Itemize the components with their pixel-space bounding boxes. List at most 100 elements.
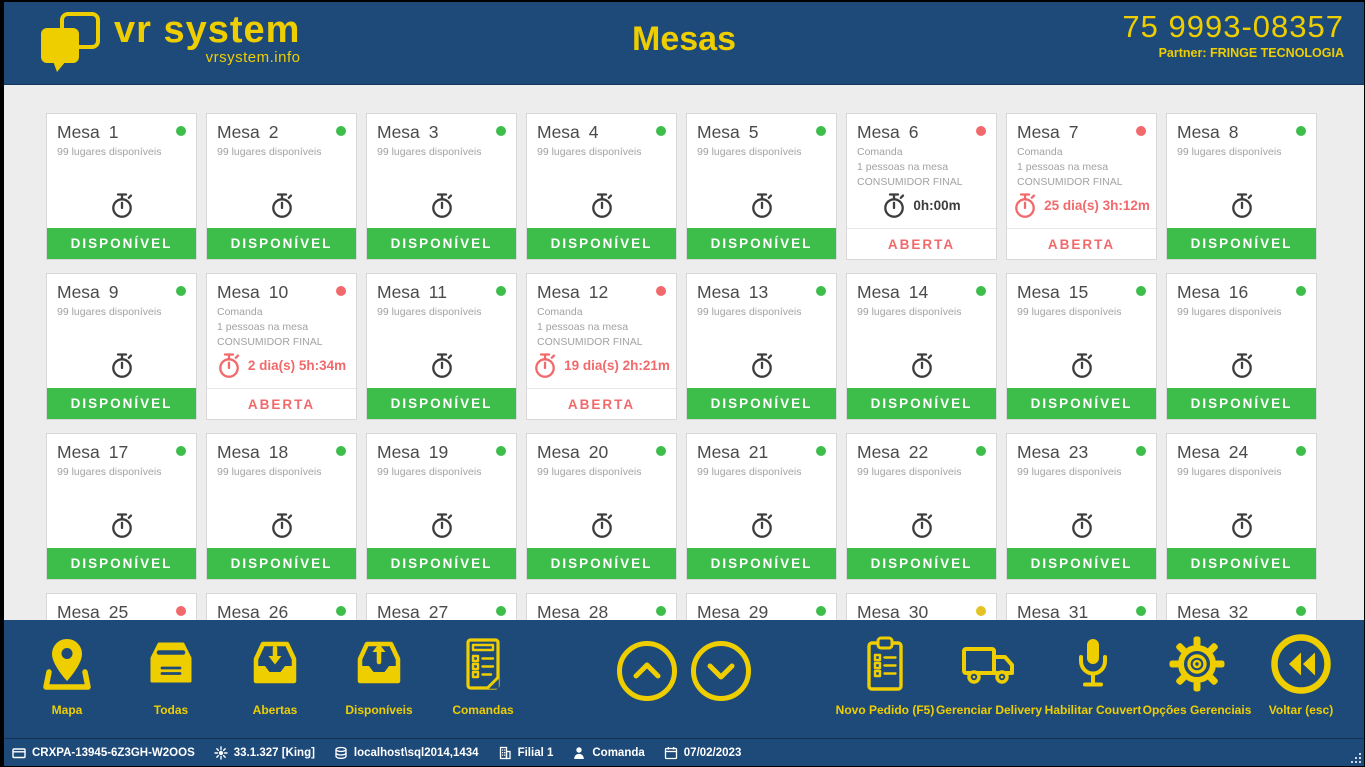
mesa-card-18[interactable]: Mesa 18 99 lugares disponíveis DISPONÍVEL	[206, 433, 357, 580]
mesa-info-line: Comanda	[217, 306, 263, 318]
stopwatch-icon	[1231, 513, 1252, 538]
mesa-title-number: 32	[1228, 602, 1249, 620]
mesa-title: Mesa 29	[697, 602, 768, 620]
toolbar-item-gerenciar-delivery[interactable]: Gerenciar Delivery	[936, 633, 1042, 717]
toolbar-item-todas[interactable]: Todas	[119, 633, 223, 717]
stopwatch-icon	[218, 353, 239, 378]
mesa-card-30[interactable]: Mesa 30	[846, 593, 997, 620]
status-branch-text: Filial 1	[517, 746, 554, 759]
toolbar-item-disponiveis[interactable]: Disponíveis	[327, 633, 431, 717]
mesa-card-15[interactable]: Mesa 15 99 lugares disponíveis DISPONÍVEL	[1006, 273, 1157, 420]
toolbar-item-mapa[interactable]: Mapa	[15, 633, 119, 717]
mesa-title-label: Mesa	[57, 602, 100, 620]
mesa-card-8[interactable]: Mesa 8 99 lugares disponíveis DISPONÍVEL	[1166, 113, 1317, 260]
mesa-card-13[interactable]: Mesa 13 99 lugares disponíveis DISPONÍVEL	[686, 273, 837, 420]
mesa-card-24[interactable]: Mesa 24 99 lugares disponíveis DISPONÍVEL	[1166, 433, 1317, 580]
toolbar-item-novo-pedido[interactable]: Novo Pedido (F5)	[833, 633, 937, 717]
mesa-card-header: Mesa 28	[527, 594, 676, 620]
mesa-card-10[interactable]: Mesa 10 Comanda 1 pessoas na mesa CONSUMIDOR…	[206, 273, 357, 420]
mesa-timer	[47, 192, 196, 219]
status-user-text: Comanda	[592, 746, 645, 759]
stopwatch-icon	[751, 353, 772, 378]
mesa-card-7[interactable]: Mesa 7 Comanda 1 pessoas na mesa CONSUMIDOR …	[1006, 113, 1157, 260]
mesa-card-2[interactable]: Mesa 2 99 lugares disponíveis DISPONÍVEL	[206, 113, 357, 260]
toolbar-item-habilitar-couvert[interactable]: Habilitar Couvert	[1041, 633, 1145, 717]
mesa-status-icon	[1136, 606, 1146, 616]
mesa-info-line: 99 lugares disponíveis	[57, 306, 162, 318]
mesa-card-22[interactable]: Mesa 22 99 lugares disponíveis DISPONÍVEL	[846, 433, 997, 580]
mesa-status-icon	[1136, 126, 1146, 136]
mesa-card-header: Mesa 32	[1167, 594, 1316, 620]
mesa-status-banner: ABERTA	[847, 228, 996, 259]
toolbar-item-comandas[interactable]: Comandas	[431, 633, 535, 717]
mesa-card-29[interactable]: Mesa 29	[686, 593, 837, 620]
mesa-card-31[interactable]: Mesa 31	[1006, 593, 1157, 620]
mesa-card-25[interactable]: Mesa 25	[46, 593, 197, 620]
stopwatch-icon	[111, 353, 132, 378]
mesa-info: 99 lugares disponíveis	[367, 145, 516, 160]
mesa-card-19[interactable]: Mesa 19 99 lugares disponíveis DISPONÍVEL	[366, 433, 517, 580]
status-date: 07/02/2023	[664, 746, 742, 760]
mesa-info: Comanda 1 pessoas na mesa CONSUMIDOR FINAL	[527, 305, 676, 351]
mesa-card-26[interactable]: Mesa 26	[206, 593, 357, 620]
mesa-info-line: 99 lugares disponíveis	[697, 466, 802, 478]
mesa-title: Mesa 24	[1177, 442, 1248, 463]
mesa-status-icon	[1136, 286, 1146, 296]
gear-icon	[1168, 633, 1226, 695]
bottom-toolbar: Mapa Todas	[4, 620, 1364, 738]
mesa-card-32[interactable]: Mesa 32	[1166, 593, 1317, 620]
mesa-card-header: Mesa 9	[47, 274, 196, 305]
mesa-info: 99 lugares disponíveis	[367, 305, 516, 320]
mesa-info-line: 99 lugares disponíveis	[377, 306, 482, 318]
mesa-card-1[interactable]: Mesa 1 99 lugares disponíveis DISPONÍVEL	[46, 113, 197, 260]
mesa-card-11[interactable]: Mesa 11 99 lugares disponíveis DISPONÍVEL	[366, 273, 517, 420]
status-date-text: 07/02/2023	[683, 746, 742, 759]
stopwatch-icon	[271, 193, 292, 218]
mesa-card-27[interactable]: Mesa 27	[366, 593, 517, 620]
toolbar-item-abertas[interactable]: Abertas	[223, 633, 327, 717]
toolbar-label: Todas	[153, 703, 189, 717]
mesa-timer	[367, 192, 516, 219]
terminal-icon	[12, 747, 26, 758]
mesa-status-banner: DISPONÍVEL	[47, 548, 196, 579]
mesa-card-4[interactable]: Mesa 4 99 lugares disponíveis DISPONÍVEL	[526, 113, 677, 260]
mesa-card-20[interactable]: Mesa 20 99 lugares disponíveis DISPONÍVEL	[526, 433, 677, 580]
mesa-title-number: 19	[428, 442, 449, 462]
chevron-up-circle-icon[interactable]	[616, 640, 678, 702]
mesa-card-12[interactable]: Mesa 12 Comanda 1 pessoas na mesa CONSUMIDOR…	[526, 273, 677, 420]
mesa-card-21[interactable]: Mesa 21 99 lugares disponíveis DISPONÍVEL	[686, 433, 837, 580]
mesa-title-number: 23	[1068, 442, 1089, 462]
mesa-card-14[interactable]: Mesa 14 99 lugares disponíveis DISPONÍVEL	[846, 273, 997, 420]
mesa-card-3[interactable]: Mesa 3 99 lugares disponíveis DISPONÍVEL	[366, 113, 517, 260]
mesa-title-label: Mesa	[857, 442, 900, 462]
mesa-title-label: Mesa	[1017, 602, 1060, 620]
mesa-card-16[interactable]: Mesa 16 99 lugares disponíveis DISPONÍVEL	[1166, 273, 1317, 420]
mesa-card-5[interactable]: Mesa 5 99 lugares disponíveis DISPONÍVEL	[686, 113, 837, 260]
mesa-title: Mesa 28	[537, 602, 608, 620]
calendar-icon	[664, 746, 677, 759]
mesa-card-23[interactable]: Mesa 23 99 lugares disponíveis DISPONÍVEL	[1006, 433, 1157, 580]
toolbar-item-voltar[interactable]: Voltar (esc)	[1249, 633, 1353, 717]
mesa-status-icon	[976, 126, 986, 136]
mesa-status-icon	[1296, 606, 1306, 616]
mesa-info-line: 99 lugares disponíveis	[377, 146, 482, 158]
resize-grip[interactable]	[1350, 752, 1362, 764]
stopwatch-icon	[1231, 193, 1252, 218]
stopwatch-icon	[431, 193, 452, 218]
chevron-down-circle-icon[interactable]	[690, 640, 752, 702]
mesa-info: 99 lugares disponíveis	[687, 465, 836, 480]
mesa-status-icon	[1136, 446, 1146, 456]
mesa-card-6[interactable]: Mesa 6 Comanda 1 pessoas na mesa CONSUMIDOR …	[846, 113, 997, 260]
mesa-timer-text: 25 dia(s) 3h:12m	[1044, 198, 1150, 213]
mesa-title-label: Mesa	[537, 282, 580, 302]
stopwatch-icon	[1231, 353, 1252, 378]
mesa-card-28[interactable]: Mesa 28	[526, 593, 677, 620]
mesa-title-label: Mesa	[377, 282, 420, 302]
mesa-status-icon	[656, 606, 666, 616]
mesa-card-17[interactable]: Mesa 17 99 lugares disponíveis DISPONÍVEL	[46, 433, 197, 580]
mesa-status-icon	[976, 446, 986, 456]
app-window: vr system vrsystem.info Mesas 75 9993-08…	[4, 2, 1364, 766]
mesa-info-line: 99 lugares disponíveis	[57, 466, 162, 478]
toolbar-item-opcoes-gerenciais[interactable]: Opções Gerenciais	[1143, 633, 1251, 717]
mesa-card-9[interactable]: Mesa 9 99 lugares disponíveis DISPONÍVEL	[46, 273, 197, 420]
